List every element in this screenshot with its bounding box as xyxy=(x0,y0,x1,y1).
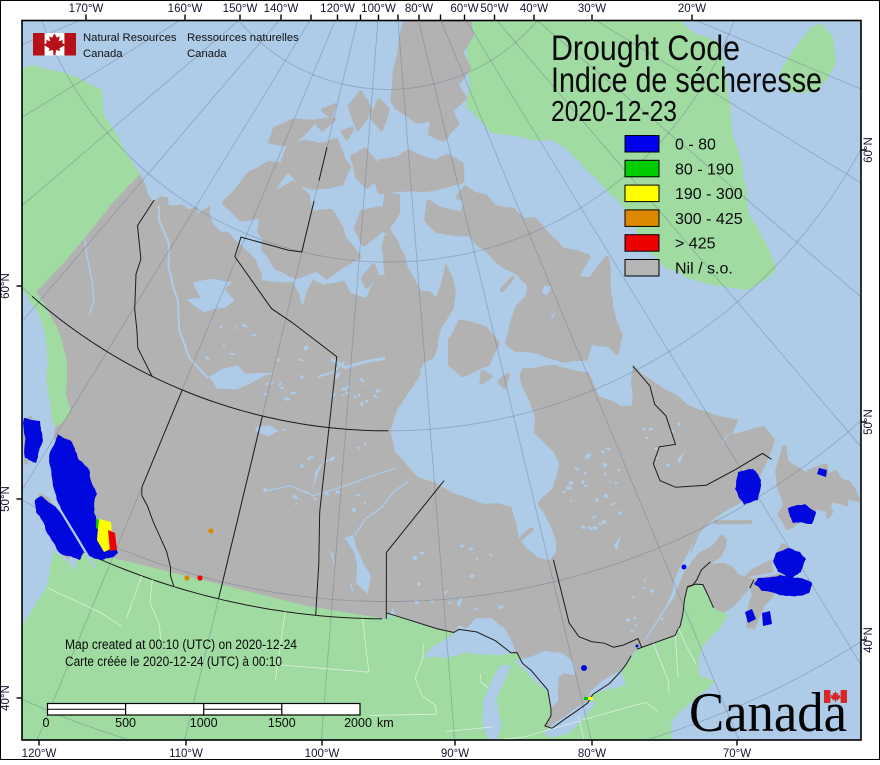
svg-text:Drought Code: Drought Code xyxy=(551,29,740,68)
svg-text:> 425: > 425 xyxy=(675,236,716,253)
svg-text:1500: 1500 xyxy=(268,716,296,730)
svg-text:60°W: 60°W xyxy=(450,3,478,15)
svg-text:Ressources naturelles: Ressources naturelles xyxy=(187,32,299,44)
svg-text:80 - 190: 80 - 190 xyxy=(675,161,734,178)
svg-text:1000: 1000 xyxy=(190,716,218,730)
svg-text:40°N: 40°N xyxy=(863,627,875,653)
svg-text:2000: 2000 xyxy=(344,716,372,730)
svg-text:0: 0 xyxy=(43,716,50,730)
svg-text:Carte créée le 2020-12-24 (UTC: Carte créée le 2020-12-24 (UTC) à 00:10 xyxy=(65,654,282,669)
svg-text:150°W: 150°W xyxy=(223,3,258,15)
svg-text:140°W: 140°W xyxy=(264,3,299,15)
svg-text:50°N: 50°N xyxy=(0,486,12,512)
svg-text:30°W: 30°W xyxy=(578,3,606,15)
svg-text:50°W: 50°W xyxy=(480,3,508,15)
svg-text:120°W: 120°W xyxy=(22,748,57,760)
svg-text:Canada: Canada xyxy=(187,48,227,60)
svg-text:170°W: 170°W xyxy=(69,3,104,15)
svg-text:Canada: Canada xyxy=(689,682,847,744)
svg-text:50°N: 50°N xyxy=(863,409,875,435)
svg-text:Natural Resources: Natural Resources xyxy=(83,32,177,44)
svg-text:2020-12-23: 2020-12-23 xyxy=(551,96,677,128)
svg-text:60°N: 60°N xyxy=(863,137,875,163)
svg-text:40°W: 40°W xyxy=(520,3,548,15)
svg-text:100°W: 100°W xyxy=(361,3,396,15)
svg-text:190 - 300: 190 - 300 xyxy=(675,186,743,203)
svg-text:500: 500 xyxy=(115,716,136,730)
svg-text:100°W: 100°W xyxy=(305,748,340,760)
svg-text:120°W: 120°W xyxy=(320,3,355,15)
svg-text:160°W: 160°W xyxy=(168,3,203,15)
svg-text:20°W: 20°W xyxy=(678,3,706,15)
svg-text:80°W: 80°W xyxy=(405,3,433,15)
svg-text:Map created at 00:10 (UTC) on: Map created at 00:10 (UTC) on 2020-12-24 xyxy=(65,637,297,652)
svg-text:0 - 80: 0 - 80 xyxy=(675,137,716,154)
svg-text:70°W: 70°W xyxy=(723,748,751,760)
svg-text:Canada: Canada xyxy=(83,48,123,60)
svg-text:60°N: 60°N xyxy=(0,273,12,299)
svg-text:110°W: 110°W xyxy=(169,748,203,760)
svg-text:Indice de sécheresse: Indice de sécheresse xyxy=(551,61,822,100)
svg-text:Nil / s.o.: Nil / s.o. xyxy=(675,261,733,278)
svg-text:90°W: 90°W xyxy=(441,748,469,760)
svg-text:80°W: 80°W xyxy=(578,748,606,760)
svg-text:300 - 425: 300 - 425 xyxy=(675,211,743,228)
svg-text:40°N: 40°N xyxy=(0,685,12,711)
svg-text:km: km xyxy=(377,716,394,730)
